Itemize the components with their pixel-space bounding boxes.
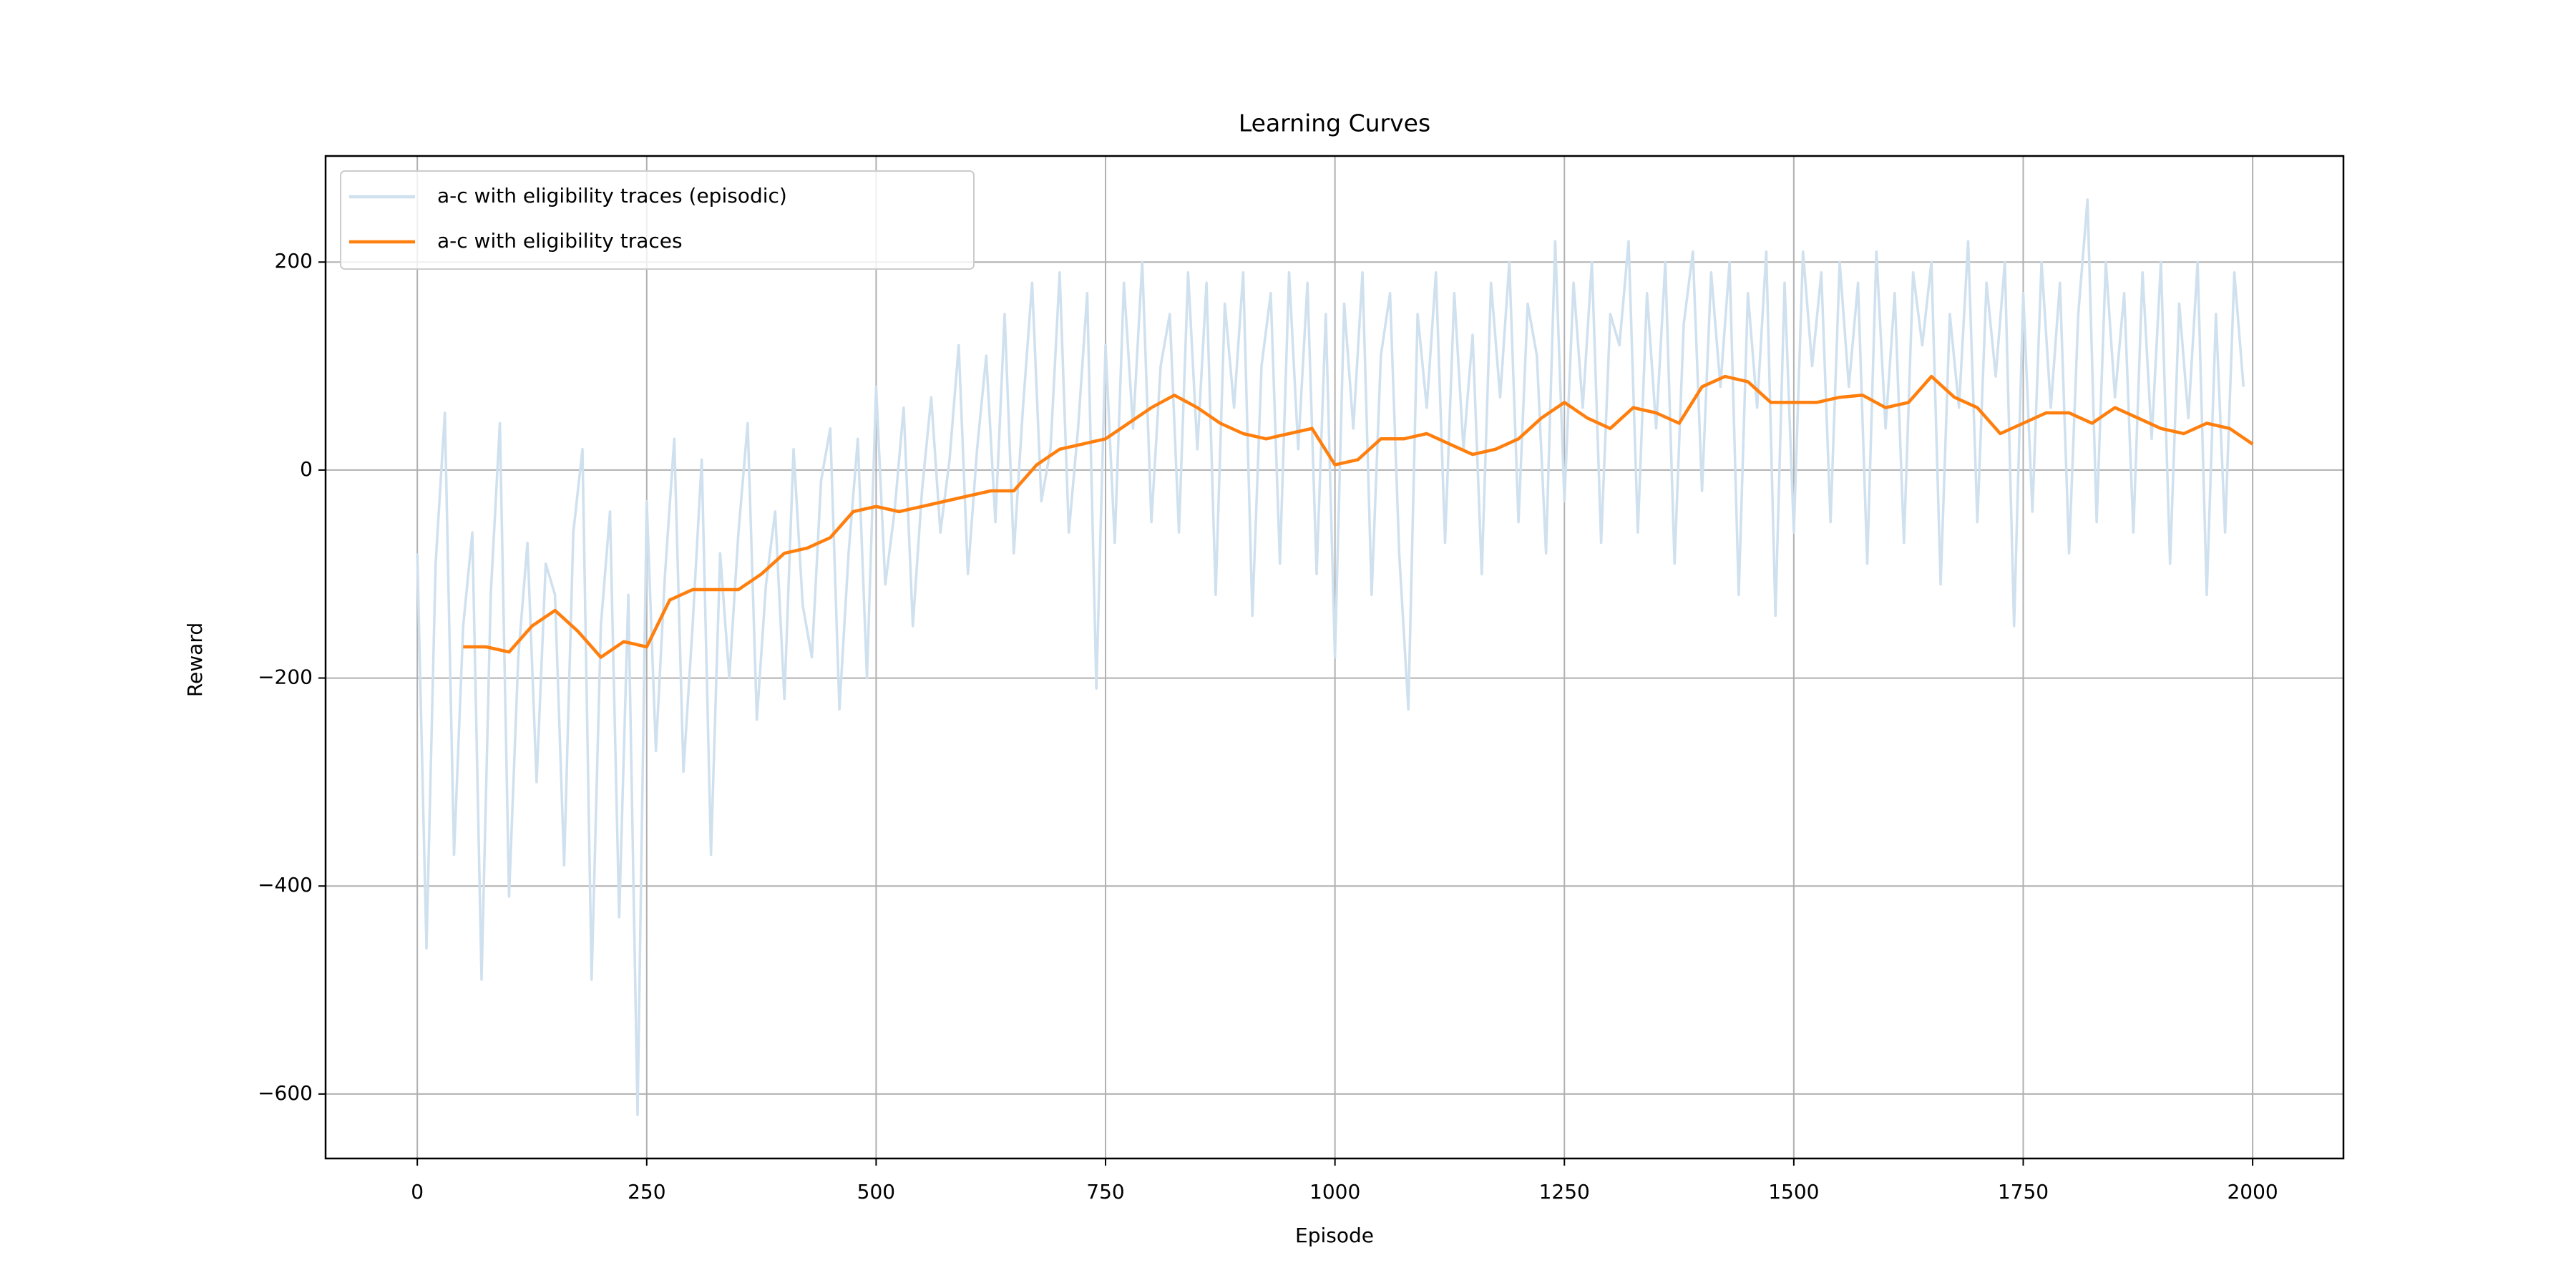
plot-frame — [324, 155, 2345, 1160]
legend: a-c with eligibility traces (episodic) a-… — [340, 170, 975, 270]
x-tick-label: 0 — [411, 1180, 424, 1204]
legend-box — [340, 170, 975, 270]
x-tick-label: 1750 — [1998, 1180, 2049, 1204]
series-line — [416, 198, 2245, 1116]
x-tick-label: 1250 — [1539, 1180, 1590, 1204]
y-tick-label: 0 — [300, 457, 313, 481]
series-line — [463, 374, 2254, 659]
x-tick-label: 500 — [857, 1180, 895, 1204]
y-tick-label: 200 — [275, 249, 313, 273]
x-axis-label: Episode — [1295, 1224, 1374, 1247]
y-axis-label: Reward — [183, 623, 207, 697]
x-tick-label: 1000 — [1309, 1180, 1360, 1204]
x-tick-label: 1500 — [1768, 1180, 1819, 1204]
x-tick-label: 750 — [1086, 1180, 1124, 1204]
chart-title: Learning Curves — [1239, 109, 1430, 137]
y-tick-label: −600 — [258, 1081, 313, 1105]
legend-label: a-c with eligibility traces — [437, 229, 683, 253]
y-tick-label: −200 — [258, 665, 313, 689]
x-tick-label: 2000 — [2227, 1180, 2278, 1204]
legend-label: a-c with eligibility traces (episodic) — [437, 184, 787, 208]
x-tick-label: 250 — [628, 1180, 665, 1204]
y-tick-label: −400 — [258, 873, 313, 897]
